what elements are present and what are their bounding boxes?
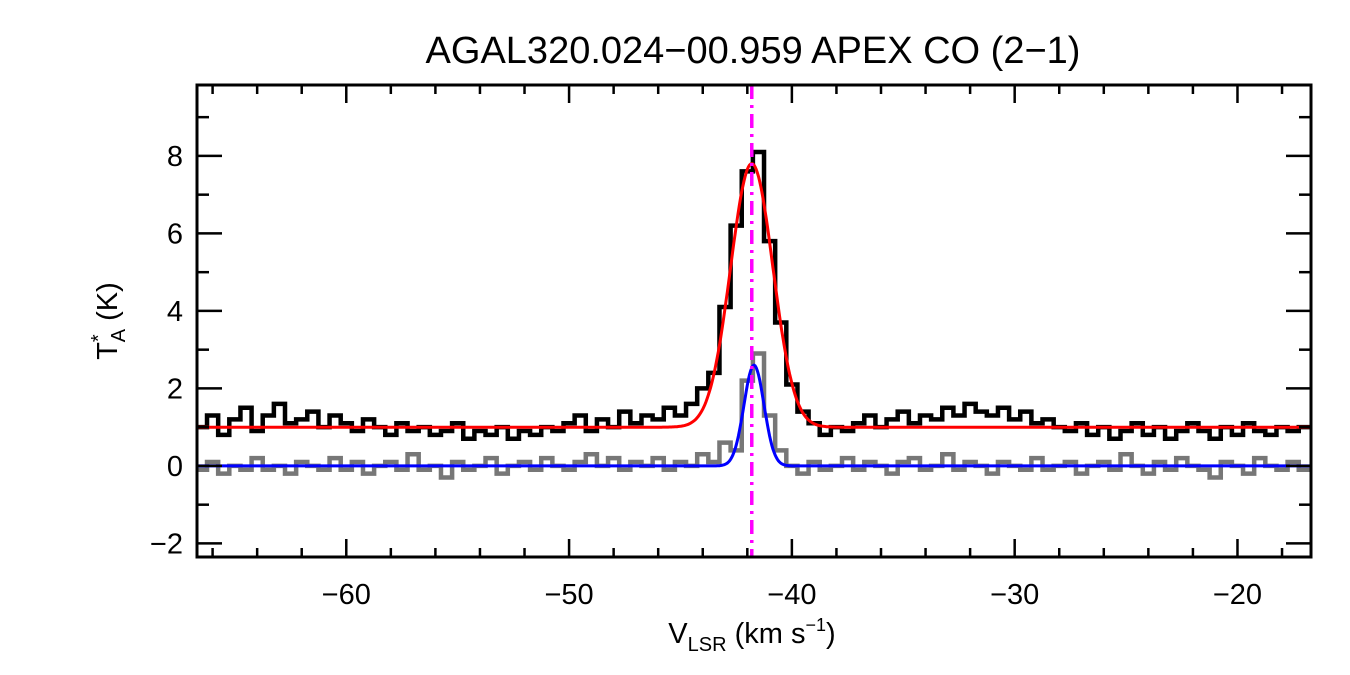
gaussian-fit-red <box>197 162 1311 429</box>
y-tick-label: 0 <box>167 451 183 483</box>
y-tick-label: 4 <box>167 296 183 328</box>
gaussian-fit-blue <box>197 363 1311 468</box>
x-tick-label: −50 <box>544 579 593 611</box>
series-layer <box>197 85 1311 557</box>
x-tick-label: −60 <box>322 579 371 611</box>
y-tick-label: −2 <box>150 528 183 560</box>
x-axis-label: VLSR (km s−1) <box>668 615 835 656</box>
x-tick-label: −40 <box>767 579 816 611</box>
y-tick-label: 2 <box>167 373 183 405</box>
y-tick-label: 8 <box>167 141 183 173</box>
x-tick-label: −20 <box>1213 579 1262 611</box>
x-tick-label: −30 <box>990 579 1039 611</box>
y-tick-label: 6 <box>167 218 183 250</box>
plot-frame <box>195 83 1313 559</box>
chart-title: AGAL320.024−00.959 APEX CO (2−1) <box>426 30 1081 72</box>
y-axis-label: T*A (K) <box>88 282 130 360</box>
